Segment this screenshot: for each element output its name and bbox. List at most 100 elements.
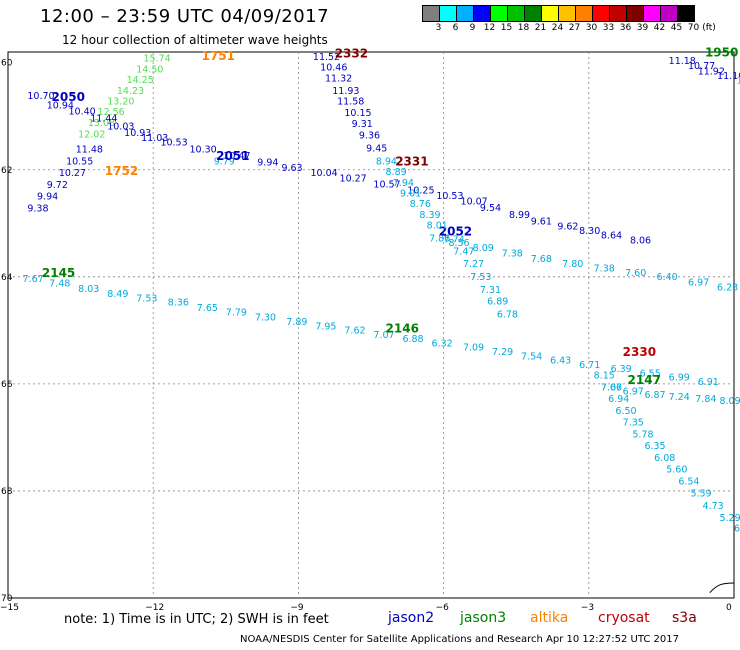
x-tick-label: 0: [726, 603, 732, 613]
swh-value: 12.0: [736, 76, 740, 87]
swh-value: 12.56: [98, 107, 125, 118]
swh-value: 10.07: [461, 197, 488, 208]
swh-value: 6.91: [698, 377, 719, 388]
swh-value: 10.53: [160, 138, 187, 149]
swh-value: 8.99: [509, 210, 530, 221]
x-tick-label: −15: [0, 603, 19, 613]
pass-number-label: 1752: [105, 164, 138, 178]
swh-value: 10.93: [124, 128, 151, 139]
pass-number-label: 2332: [335, 46, 368, 60]
swh-value: 6.39: [611, 364, 632, 375]
swh-value: 7.24: [669, 392, 690, 403]
swh-value: 10.25: [407, 185, 434, 196]
swh-value: 6.78: [497, 310, 518, 321]
swh-value: 6.88: [402, 334, 423, 345]
swh-value: 6.97: [623, 387, 644, 398]
swh-value: 7.95: [315, 321, 336, 332]
swh-value: 10.30: [190, 145, 217, 156]
colorbar-label: 9: [469, 23, 476, 33]
y-tick-label: 70: [1, 594, 13, 604]
swh-value: 6.43: [550, 356, 571, 367]
swh-value: 11.44: [90, 114, 117, 125]
swh-value: 8.03: [78, 284, 99, 295]
swh-value: 4.73: [703, 501, 724, 512]
coastline: [709, 582, 735, 593]
pass-number-label: 2145: [42, 266, 75, 280]
swh-value: 7.53: [136, 293, 157, 304]
x-tick-label: −3: [581, 603, 594, 613]
swh-value: 15.74: [144, 54, 171, 65]
swh-value: 9.54: [480, 203, 501, 214]
swh-value: 7.38: [594, 263, 615, 274]
swh-value: 10.55: [66, 156, 93, 167]
swh-value: 8.30: [579, 226, 600, 237]
swh-value: 7.53: [470, 272, 491, 283]
swh-value: 10.27: [59, 168, 86, 179]
swh-value: 13.20: [107, 96, 134, 107]
swh-value: 7.60: [625, 268, 646, 279]
swh-value: 6.54: [678, 477, 699, 488]
swh-value: 9.62: [557, 222, 578, 233]
swh-value: 10.77: [688, 61, 715, 72]
swh-value: 6.55: [640, 368, 661, 379]
swh-value: 7.94: [393, 178, 414, 189]
swh-value: 7.30: [255, 313, 276, 324]
swh-value: 8.94: [376, 156, 397, 167]
colorbar-label: 36: [619, 23, 632, 33]
swh-value: 10.57: [373, 179, 400, 190]
swh-value: 7.62: [344, 326, 365, 337]
colorbar-label: 6: [452, 23, 459, 33]
swh-value: 8.09: [719, 396, 740, 407]
colorbar-label: 30: [585, 23, 598, 33]
swh-value: 9.38: [27, 204, 48, 215]
legend-cryosat: cryosat: [598, 610, 650, 626]
swh-value: 9.01: [400, 189, 421, 200]
swh-value: 6.32: [432, 338, 453, 349]
swh-value: 5.78: [632, 429, 653, 440]
x-tick-label: −6: [436, 603, 450, 613]
swh-value: 7.68: [531, 254, 552, 265]
swh-value: 9.79: [214, 156, 235, 167]
colorbar-label: 27: [568, 23, 581, 33]
swh-value: 6.3: [734, 524, 740, 535]
swh-value: 5.59: [690, 488, 711, 499]
swh-value: 6.94: [608, 394, 629, 405]
swh-value: 8.89: [386, 167, 407, 178]
swh-value: 7.48: [49, 278, 70, 289]
swh-value: 14.50: [136, 64, 163, 75]
colorbar-label: 12: [483, 23, 496, 33]
swh-value: 7.09: [463, 343, 484, 354]
swh-value: 11.32: [325, 73, 352, 84]
swh-value: 11.03: [141, 133, 168, 144]
y-tick-label: 68: [1, 487, 13, 497]
swh-value: 8.39: [419, 210, 440, 221]
swh-value: 6.40: [657, 272, 678, 283]
footnote: note: 1) Time is in UTC; 2) SWH is in fe…: [64, 612, 329, 627]
swh-value: 8.01: [427, 221, 448, 232]
swh-value: 7.80: [562, 259, 583, 270]
swh-value: 8.49: [107, 289, 128, 300]
pass-number-label: 2051: [216, 149, 249, 163]
swh-value: 9.94: [257, 157, 278, 168]
swh-value: 8.64: [601, 230, 622, 241]
colorbar-label: 70: [687, 23, 700, 33]
swh-value: 14.25: [127, 75, 154, 86]
swh-value: 9.36: [359, 131, 380, 142]
swh-value: 10.03: [107, 122, 134, 133]
swh-value: 5.29: [719, 513, 740, 524]
swh-value: 14.23: [117, 86, 144, 97]
swh-value: 11.18: [669, 56, 696, 67]
swh-value: 7.07: [373, 330, 394, 341]
swh-value: 9.94: [37, 192, 58, 203]
swh-value: 7.38: [502, 248, 523, 259]
swh-value: 6.71: [579, 360, 600, 371]
page-subtitle: 12 hour collection of altimeter wave hei…: [62, 33, 328, 47]
swh-value: 11.48: [76, 145, 103, 156]
swh-value: 9.31: [352, 119, 373, 130]
credit-footer: NOAA/NESDIS Center for Satellite Applica…: [240, 634, 679, 645]
pass-number-label: 2331: [395, 154, 428, 168]
colorbar-label: 24: [551, 23, 564, 33]
swh-value: 7.67: [601, 382, 622, 393]
y-tick-label: 64: [1, 273, 13, 283]
